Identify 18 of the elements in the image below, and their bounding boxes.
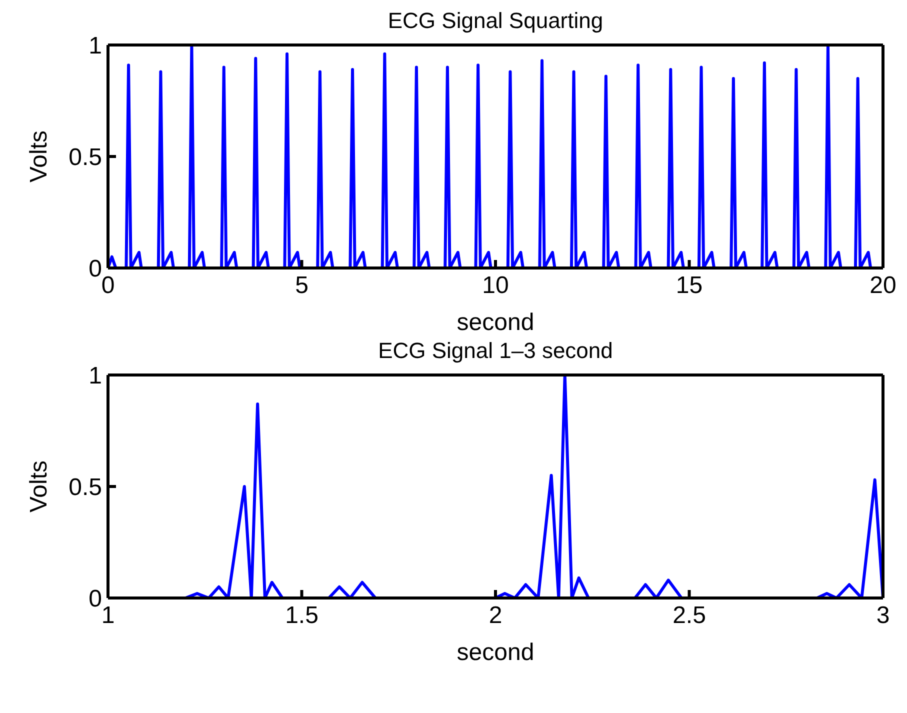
y-tick-label: 0.5 (68, 144, 102, 172)
y-axis-title: Volts (26, 460, 53, 513)
chart-title: ECG Signal Squarting (386, 8, 604, 34)
x-tick-label: 10 (482, 272, 509, 300)
x-tick-label: 2.5 (672, 602, 706, 630)
x-tick-label: 2 (488, 602, 502, 630)
x-axis-title: second (456, 309, 534, 336)
x-tick-label: 3 (876, 602, 890, 630)
chart-title: ECG Signal 1–3 second (377, 338, 614, 364)
x-tick-label: 5 (295, 272, 308, 300)
x-tick-label: 15 (676, 272, 703, 300)
x-axis-title: second (456, 639, 534, 666)
x-tick-label: 20 (870, 272, 896, 300)
y-tick-label: 1 (88, 32, 102, 60)
y-tick-label: 1 (88, 362, 102, 390)
x-tick-label: 1.5 (285, 602, 318, 630)
y-tick-label: 0.5 (68, 474, 102, 502)
y-axis-title: Volts (26, 130, 53, 183)
